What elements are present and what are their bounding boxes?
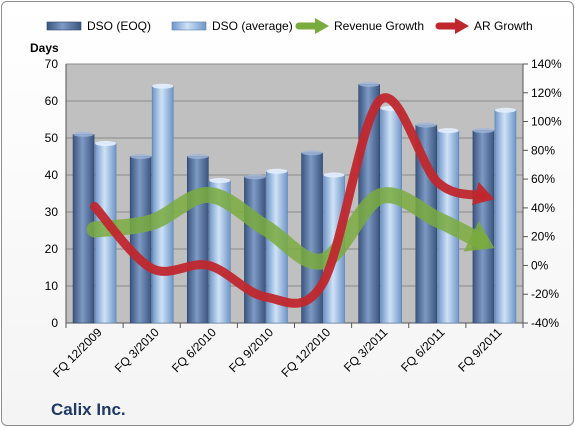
right-tick-label: 100% [531,115,562,129]
x-tick-label: FQ 6/2010 [169,325,219,375]
company-label: Calix Inc. [51,400,126,419]
bar-top-dso-eoq [301,150,323,156]
right-tick-label: 140% [531,57,562,71]
x-tick-label: FQ 6/2011 [398,325,448,375]
left-tick-label: 30 [45,205,59,219]
right-tick-label: 0% [531,258,549,272]
bar-dso-average [494,109,517,324]
left-tick-label: 50 [45,131,59,145]
legend-dso-average-label: DSO (average) [212,19,293,33]
legend-ar-growth-swatch-head [455,18,469,34]
legend-ar-growth-label: AR Growth [474,19,533,33]
right-tick-label: 40% [531,201,555,215]
x-tick-label: FQ 12/2010 [278,325,333,380]
bar-top-dso-average [266,168,288,174]
legend-revenue-growth-swatch-head [315,18,329,34]
bar-top-dso-eoq [73,131,95,137]
legend-dso-eoq-label: DSO (EOQ) [87,19,151,33]
bar-top-dso-eoq [358,81,380,87]
right-tick-label: 20% [531,230,555,244]
x-tick-label: FQ 9/2011 [455,325,505,375]
left-axis-title: Days [30,41,59,55]
ar-growth-arrow-head [471,181,495,205]
legend: DSO (EOQ) DSO (average) Revenue Growth AR G… [46,18,533,34]
right-tick-label: 60% [531,172,555,186]
bar-top-dso-eoq [130,154,152,159]
left-tick-label: 10 [45,279,59,293]
legend-dso-eoq-swatch [46,21,82,31]
bar-top-dso-eoq [415,122,437,128]
left-tick-label: 60 [45,94,59,108]
x-tick-label: FQ 3/2011 [341,325,391,375]
bar-top-dso-average [323,172,345,178]
bar-top-dso-eoq [244,174,266,180]
bar-top-dso-average [494,107,516,113]
bar-dso-eoq [187,156,209,324]
left-tick-label: 0 [51,316,58,330]
revenue-growth-arrow-line [86,186,489,270]
x-tick-label: FQ 3/2010 [112,325,162,375]
bar-dso-eoq [244,176,266,324]
revenue-growth-arrow-head [463,221,495,252]
right-tick-label: -40% [531,316,559,330]
bar-top-dso-average [437,128,459,134]
ar-growth-arrow-line [90,93,488,308]
legend-revenue-growth-label: Revenue Growth [334,19,424,33]
x-tick-label: FQ 9/2010 [226,325,276,375]
bar-top-dso-eoq [187,154,209,159]
x-tick-label: FQ 12/2009 [50,325,105,380]
legend-dso-average-swatch [171,21,207,31]
bar-dso-eoq [472,130,495,324]
bar-dso-average [380,108,402,324]
bar-top-dso-average [152,83,174,89]
bar-top-dso-average [209,178,231,184]
bar-top-dso-average [95,141,117,147]
bar-top-dso-eoq [472,128,494,134]
left-tick-label: 70 [45,57,59,71]
bar-dso-eoq [129,156,152,324]
right-tick-label: 120% [531,86,562,100]
left-tick-label: 40 [45,168,59,182]
right-tick-label: -20% [531,287,559,301]
left-tick-label: 20 [45,242,59,256]
right-tick-label: 80% [531,143,555,157]
